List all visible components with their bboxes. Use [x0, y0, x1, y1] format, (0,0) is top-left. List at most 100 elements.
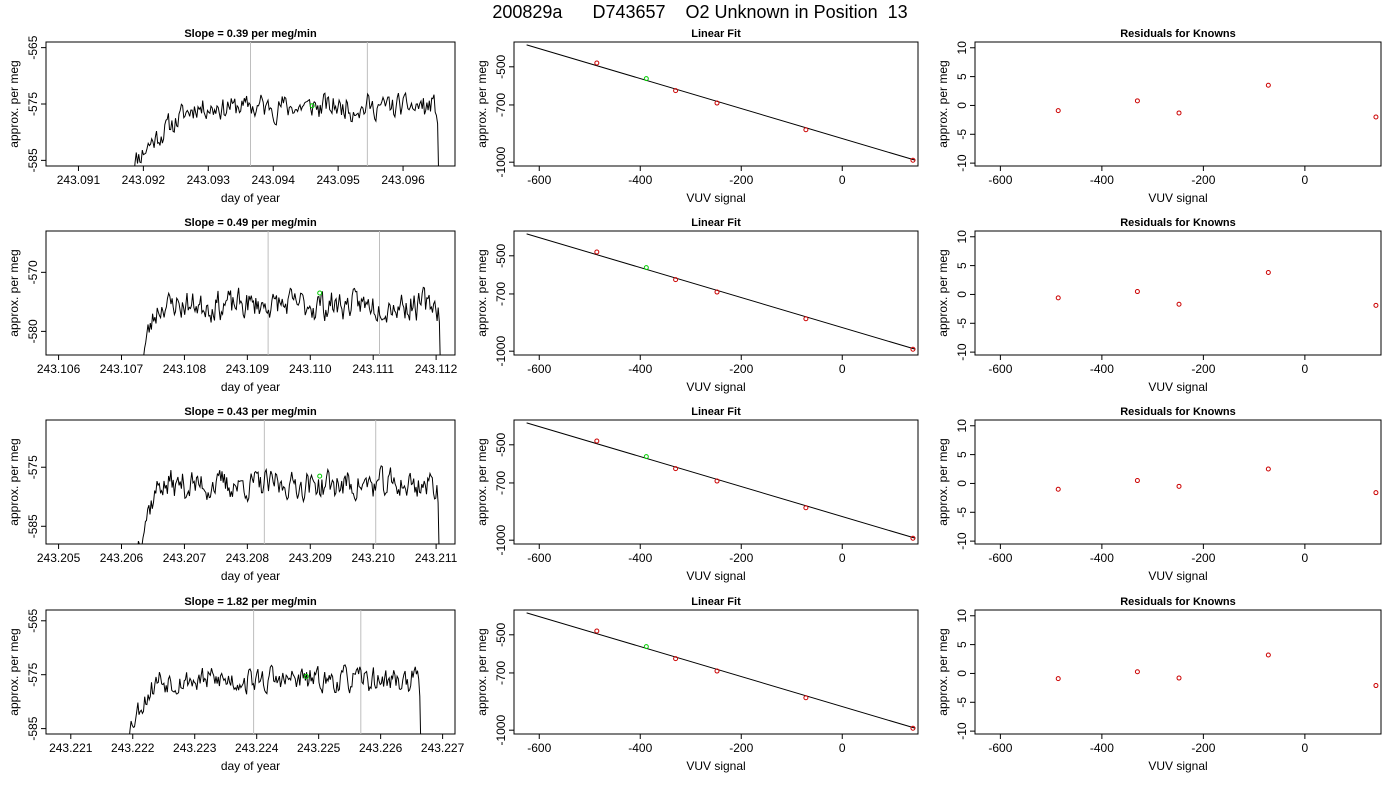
- known-point: [910, 535, 916, 541]
- y-tick-label: -500: [494, 243, 508, 267]
- known-point: [1134, 289, 1140, 295]
- unknown-point: [643, 454, 649, 460]
- x-tick-label: 0: [839, 741, 846, 755]
- x-tick-label: 243.208: [226, 551, 270, 565]
- y-axis-label: approx. per meg: [7, 60, 21, 147]
- plot-frame: [974, 41, 1382, 167]
- known-point: [1265, 270, 1271, 276]
- known-point: [803, 695, 809, 701]
- panel-title: Linear Fit: [691, 217, 741, 229]
- chart-panel-6: Linear Fit -600 -400 -200 0 -500 -700 -1000 VUV …: [475, 217, 919, 394]
- known-point: [673, 277, 679, 283]
- plot-frame: [513, 41, 919, 167]
- known-point: [1265, 652, 1271, 658]
- x-tick-label: 243.107: [100, 362, 144, 376]
- panel-title: Slope = 0.43 per meg/min: [184, 406, 317, 418]
- x-tick-label: 0: [839, 551, 846, 565]
- known-point: [1265, 82, 1271, 88]
- y-axis-label: approx. per meg: [7, 628, 21, 715]
- known-point: [1055, 295, 1061, 301]
- known-point: [1055, 108, 1061, 114]
- plot-frame: [45, 609, 456, 735]
- x-axis-label: VUV signal: [686, 191, 745, 205]
- x-tick-label: 243.226: [359, 741, 403, 755]
- known-point: [594, 60, 600, 66]
- y-axis-label: approx. per meg: [936, 60, 950, 147]
- plot-area: [1055, 82, 1379, 120]
- y-tick-label: 10: [955, 609, 969, 623]
- x-tick-label: -200: [1191, 362, 1215, 376]
- y-tick-label: -565: [26, 35, 40, 59]
- chart-panel-12: Residuals for Knowns -600 -400 -200 0 -10 -5 0 5…: [936, 596, 1382, 773]
- x-tick-label: -400: [1090, 551, 1114, 565]
- x-tick-label: 243.207: [163, 551, 207, 565]
- unknown-sample-point: [317, 290, 323, 296]
- x-tick-label: -600: [527, 741, 551, 755]
- known-point: [673, 88, 679, 94]
- y-tick-label: 5: [955, 641, 969, 648]
- x-tick-label: 0: [839, 362, 846, 376]
- known-point: [803, 316, 809, 322]
- x-tick-label: 243.209: [289, 551, 333, 565]
- x-tick-label: 243.227: [421, 741, 465, 755]
- chart-panel-8: Linear Fit -600 -400 -200 0 -500 -700 -1000 VUV …: [475, 596, 919, 773]
- y-tick-label: -10: [955, 722, 969, 740]
- x-axis-label: VUV signal: [1148, 380, 1207, 394]
- y-tick-label: 5: [955, 262, 969, 269]
- plot-area: [526, 422, 916, 541]
- y-tick-label: -5: [955, 318, 969, 329]
- x-axis-label: day of year: [221, 380, 280, 394]
- y-tick-label: -5: [955, 507, 969, 518]
- panel-title: Residuals for Knowns: [1120, 596, 1236, 608]
- y-axis-label: approx. per meg: [936, 628, 950, 715]
- x-axis-label: VUV signal: [1148, 191, 1207, 205]
- y-tick-label: -700: [494, 282, 508, 306]
- known-point: [1134, 669, 1140, 675]
- chart-panel-1: Slope = 0.39 per meg/min 243.091 243.092 24…: [7, 28, 456, 205]
- y-tick-label: -500: [494, 54, 508, 78]
- data-series-line: [143, 286, 441, 355]
- y-tick-label: -575: [26, 662, 40, 686]
- x-tick-label: 243.092: [122, 173, 166, 187]
- x-tick-label: -600: [988, 173, 1012, 187]
- known-point: [1134, 478, 1140, 484]
- known-point: [1176, 483, 1182, 489]
- known-point: [910, 346, 916, 352]
- y-tick-label: -1000: [494, 715, 508, 746]
- known-point: [1373, 683, 1379, 689]
- x-tick-label: -600: [988, 551, 1012, 565]
- y-tick-label: -1000: [494, 525, 508, 556]
- x-tick-label: 243.221: [49, 741, 93, 755]
- panel-title: Linear Fit: [691, 596, 741, 608]
- panel-title: Residuals for Knowns: [1120, 406, 1236, 418]
- unknown-point: [643, 265, 649, 271]
- x-tick-label: 243.109: [226, 362, 270, 376]
- x-tick-label: 243.206: [100, 551, 144, 565]
- plot-frame: [974, 230, 1382, 356]
- x-tick-label: 243.111: [352, 362, 394, 376]
- known-point: [1176, 301, 1182, 307]
- known-point: [1373, 302, 1379, 308]
- y-tick-label: 10: [955, 419, 969, 433]
- x-tick-label: -600: [988, 362, 1012, 376]
- y-tick-label: 0: [955, 480, 969, 487]
- x-tick-label: -200: [1191, 551, 1215, 565]
- x-tick-label: 243.093: [187, 173, 231, 187]
- y-tick-label: -565: [26, 608, 40, 632]
- chart-panel-5: Linear Fit -600 -400 -200 0 -500 -700 -1000 VUV …: [475, 28, 919, 205]
- y-tick-label: -585: [26, 716, 40, 740]
- plot-area: [143, 231, 441, 355]
- known-point: [803, 505, 809, 511]
- plot-frame: [45, 419, 456, 545]
- y-tick-label: -1000: [494, 336, 508, 367]
- y-axis-label: approx. per meg: [475, 438, 489, 525]
- x-tick-label: -400: [628, 173, 652, 187]
- known-point: [714, 289, 720, 295]
- chart-panel-9: Residuals for Knowns -600 -400 -200 0 -10 -5 0 5…: [936, 28, 1382, 205]
- plot-area: [1055, 466, 1379, 496]
- unknown-sample-point: [317, 473, 323, 479]
- x-tick-label: 0: [1302, 741, 1309, 755]
- y-tick-label: -10: [955, 154, 969, 172]
- y-tick-label: 0: [955, 291, 969, 298]
- plot-frame: [513, 609, 919, 735]
